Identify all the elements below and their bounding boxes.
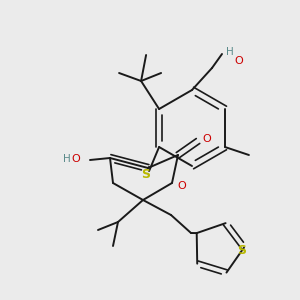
Text: S: S [142, 169, 151, 182]
Text: O: O [178, 181, 186, 191]
Text: S: S [238, 244, 247, 257]
Text: H: H [226, 47, 234, 57]
Text: H: H [63, 154, 71, 164]
Text: O: O [234, 56, 243, 66]
Text: O: O [202, 134, 211, 144]
Text: O: O [72, 154, 80, 164]
